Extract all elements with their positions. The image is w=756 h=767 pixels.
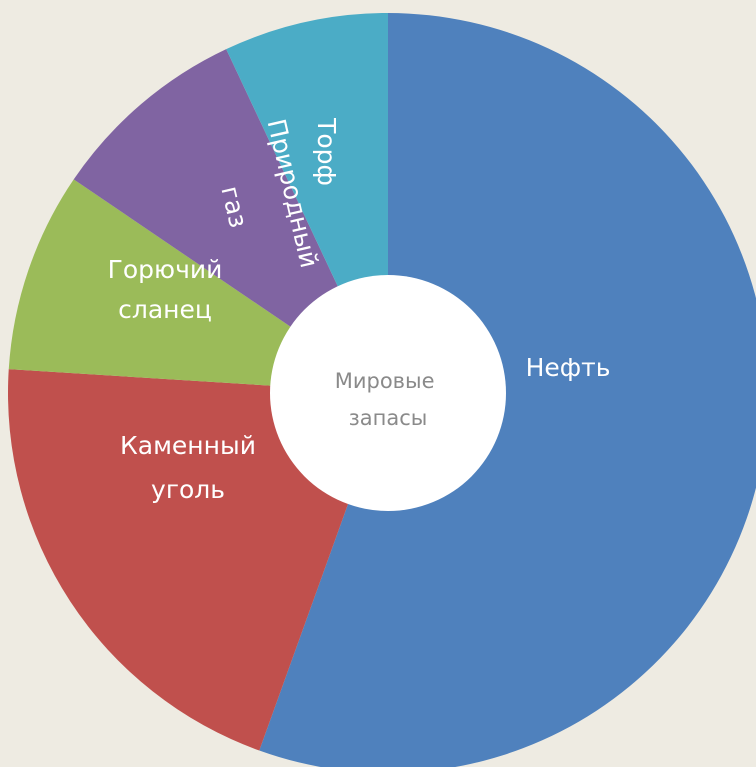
center-label: Мировые запасы: [335, 369, 442, 430]
pie-slice-1: [259, 13, 756, 767]
slice-label-3: Горючий сланец: [108, 255, 223, 324]
slice-label-2-line-2: уголь: [151, 475, 225, 504]
slice-label-5: Торф: [312, 117, 341, 186]
slice-label-2-line-1: Каменный: [120, 431, 256, 460]
center-label-line-1: Мировые: [335, 369, 435, 393]
pie-slice-2: [8, 369, 389, 751]
center-label-line-2: запасы: [349, 406, 428, 430]
slice-label-2: Каменный уголь: [120, 431, 256, 504]
slice-label-5-line-1: Торф: [312, 117, 341, 186]
slice-label-3-line-2: сланец: [118, 295, 212, 324]
donut-hole: [270, 275, 506, 511]
slice-label-3-line-1: Горючий: [108, 255, 223, 284]
slice-label-1-line-1: Нефть: [526, 353, 611, 382]
pie-slices: [8, 13, 756, 767]
slice-label-1: Нефть: [526, 353, 611, 382]
